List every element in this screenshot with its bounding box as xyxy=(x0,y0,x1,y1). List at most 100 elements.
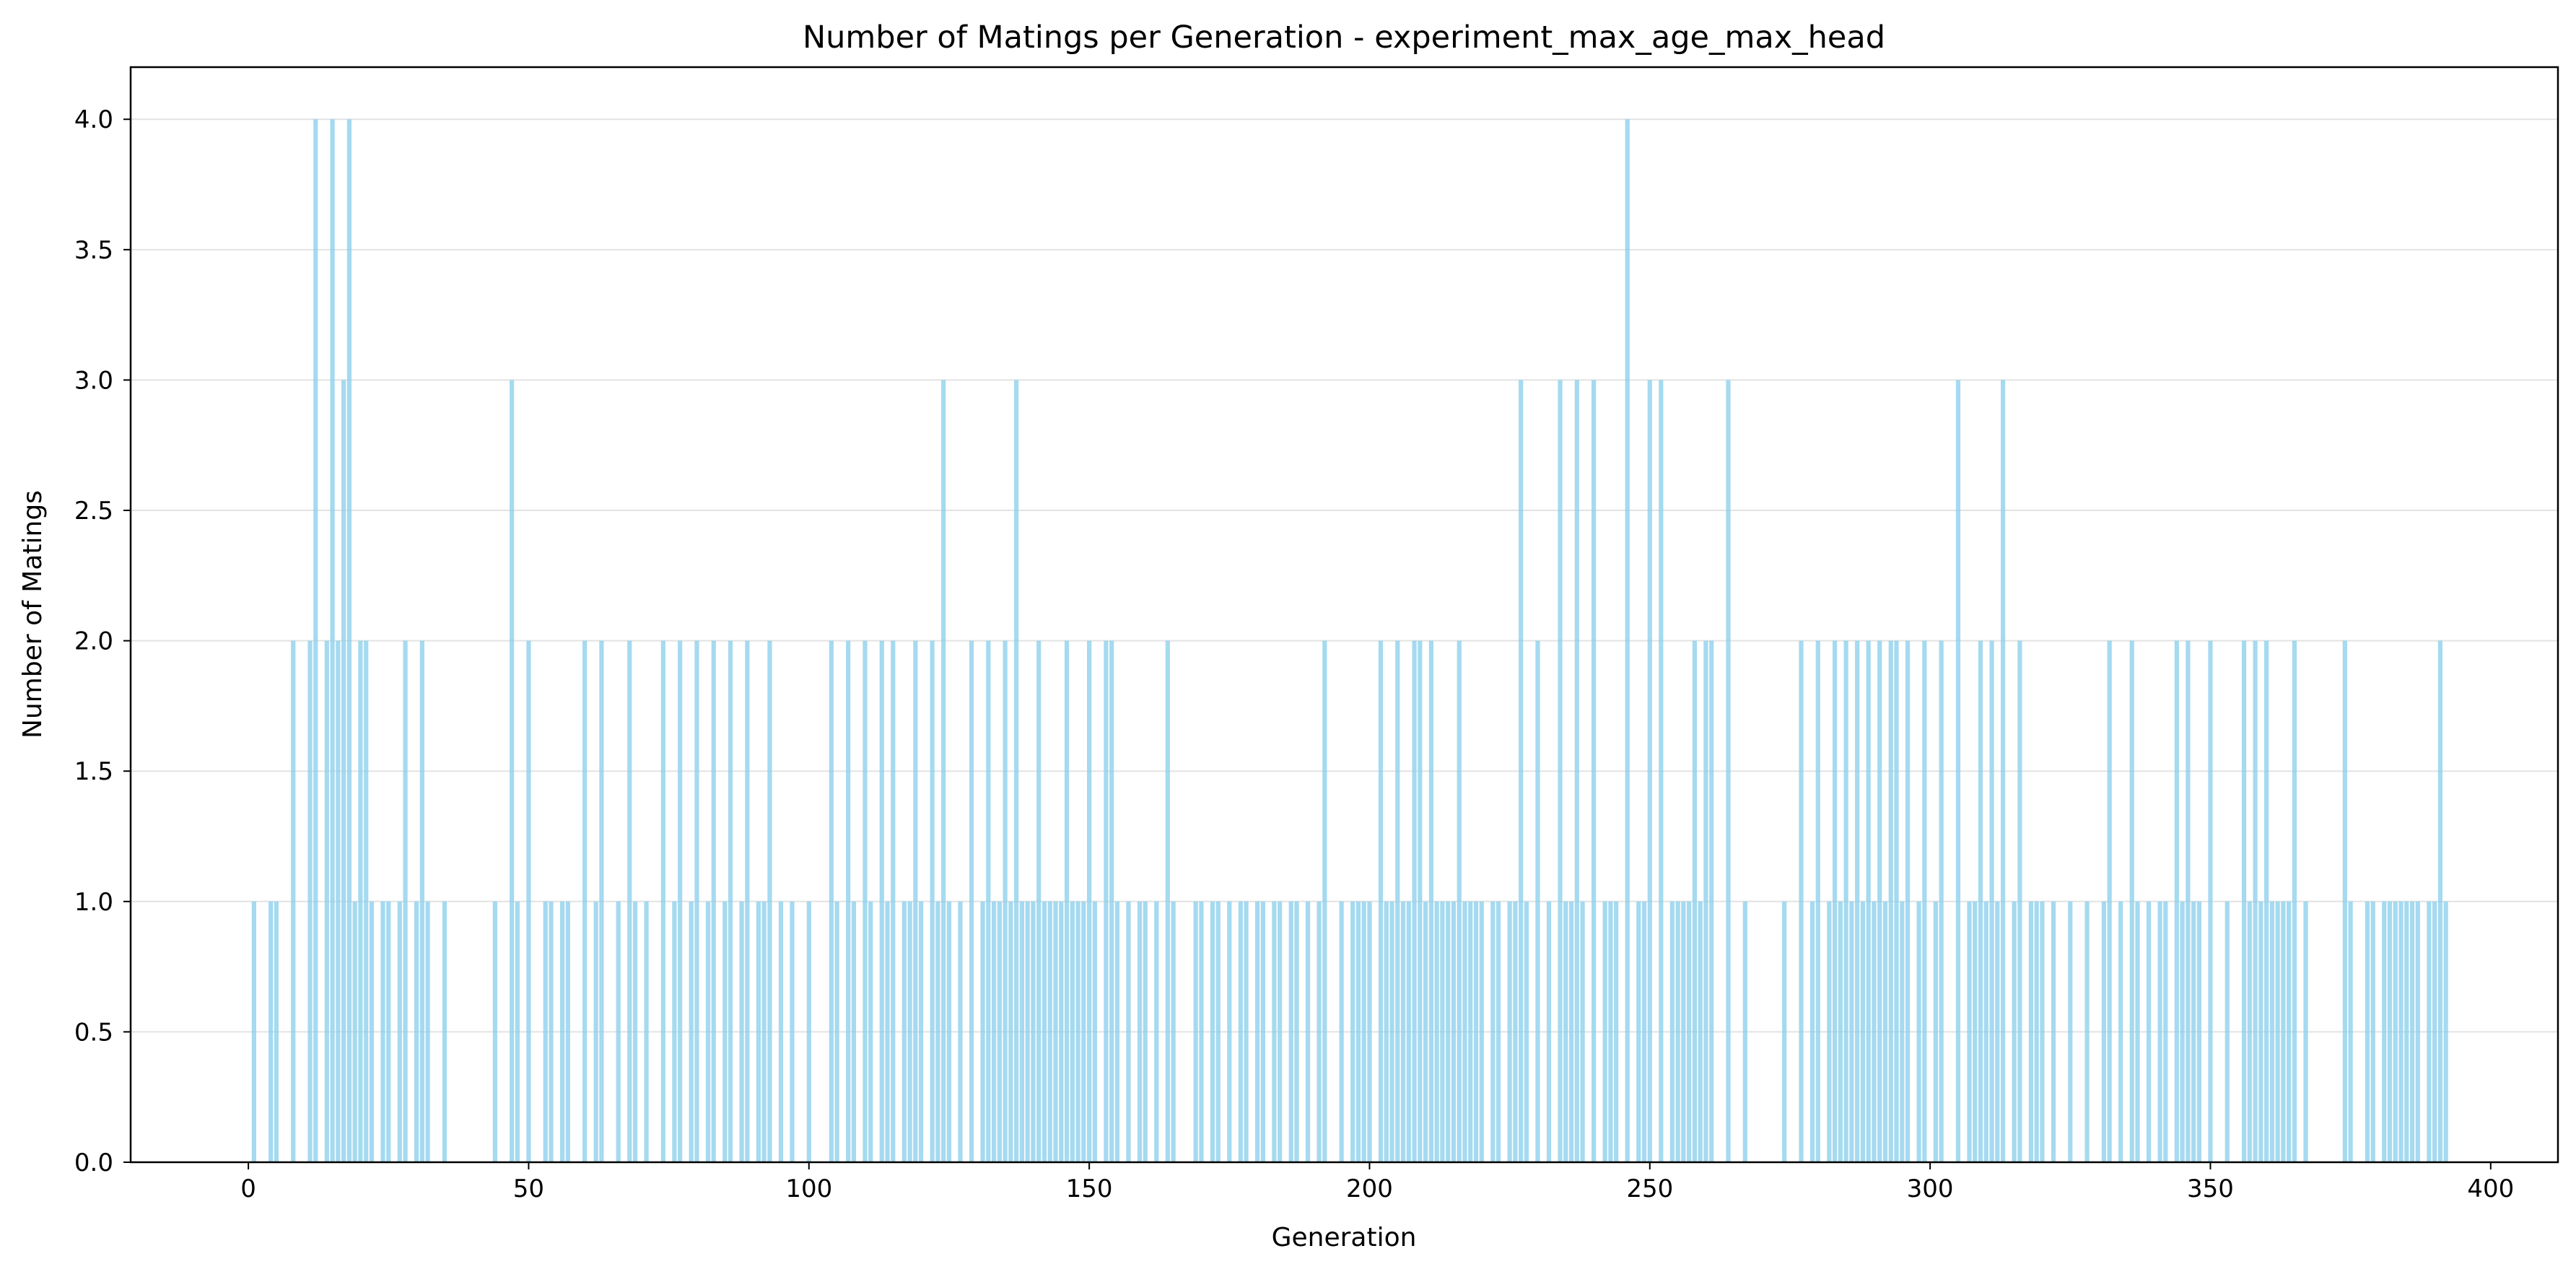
x-tick-label: 300 xyxy=(1907,1174,1954,1203)
bar xyxy=(616,901,621,1162)
bar xyxy=(2224,901,2230,1162)
bar xyxy=(1479,901,1484,1162)
bar xyxy=(341,380,346,1162)
bar xyxy=(1059,901,1064,1162)
bar xyxy=(997,901,1002,1162)
bar xyxy=(1882,901,1888,1162)
bar xyxy=(1395,640,1400,1162)
bar xyxy=(711,640,716,1162)
bar xyxy=(2292,640,2297,1162)
bar xyxy=(1535,640,1540,1162)
bar xyxy=(1165,640,1170,1162)
bar xyxy=(941,380,946,1162)
bar xyxy=(1933,901,1938,1162)
bar xyxy=(907,901,912,1162)
bar xyxy=(1406,901,1411,1162)
bar xyxy=(510,380,515,1162)
bar xyxy=(1210,901,1215,1162)
bar xyxy=(593,901,598,1162)
bar xyxy=(1081,901,1086,1162)
bar xyxy=(2129,640,2134,1162)
bar xyxy=(2163,901,2168,1162)
x-tick-label: 250 xyxy=(1626,1174,1673,1203)
y-axis-label: Number of Matings xyxy=(18,490,48,738)
bar xyxy=(1592,380,1597,1162)
bar xyxy=(885,901,890,1162)
bar xyxy=(1866,640,1871,1162)
y-tick-label: 0.0 xyxy=(74,1149,113,1177)
bar xyxy=(1288,901,1293,1162)
bar xyxy=(930,640,935,1162)
bar xyxy=(2241,640,2247,1162)
bar xyxy=(2028,901,2034,1162)
bar xyxy=(1843,640,1848,1162)
bar xyxy=(2180,901,2185,1162)
bar xyxy=(1602,901,1607,1162)
bar xyxy=(1278,901,1283,1162)
bar xyxy=(1568,901,1574,1162)
bar xyxy=(1995,901,2000,1162)
bar xyxy=(1137,901,1143,1162)
y-tick-label: 0.5 xyxy=(74,1018,113,1047)
bar xyxy=(2348,901,2353,1162)
bar xyxy=(1053,901,1058,1162)
bar xyxy=(2264,640,2269,1162)
bar xyxy=(2365,901,2370,1162)
bar xyxy=(1625,119,1630,1163)
bar xyxy=(1939,640,1944,1162)
bar xyxy=(1384,901,1389,1162)
bar xyxy=(1742,901,1747,1162)
bar xyxy=(1905,640,1911,1162)
bar xyxy=(330,119,335,1163)
y-tick-label: 2.0 xyxy=(74,627,113,656)
bar xyxy=(879,640,884,1162)
bar xyxy=(1272,901,1277,1162)
bar xyxy=(851,901,857,1162)
bar xyxy=(2051,901,2056,1162)
bar xyxy=(1423,901,1428,1162)
bar xyxy=(268,901,274,1162)
bar xyxy=(2174,640,2179,1162)
bar xyxy=(336,640,341,1162)
chart-title: Number of Matings per Generation - exper… xyxy=(803,19,1885,56)
bar xyxy=(745,640,750,1162)
bar xyxy=(2186,640,2191,1162)
bar xyxy=(1513,901,1518,1162)
bar xyxy=(2370,901,2375,1162)
bar xyxy=(790,901,795,1162)
bar xyxy=(2101,901,2107,1162)
bar xyxy=(1215,901,1221,1162)
bar xyxy=(901,901,907,1162)
bar xyxy=(2017,640,2022,1162)
plot-area-frame xyxy=(129,66,2559,1164)
y-tick-label: 3.0 xyxy=(74,366,113,395)
bar xyxy=(1457,640,1462,1162)
bar xyxy=(1462,901,1467,1162)
x-tick-label: 400 xyxy=(2467,1174,2514,1203)
bar xyxy=(2146,901,2152,1162)
bar xyxy=(2415,901,2420,1162)
bar xyxy=(1428,640,1433,1162)
bar xyxy=(1574,380,1579,1162)
bar xyxy=(1496,901,1501,1162)
bar xyxy=(969,640,974,1162)
bar xyxy=(2208,640,2213,1162)
bar xyxy=(1031,901,1036,1162)
bar xyxy=(1524,901,1529,1162)
bar xyxy=(2000,380,2006,1162)
bar xyxy=(1143,901,1148,1162)
bar xyxy=(414,901,419,1162)
bar xyxy=(1451,901,1457,1162)
bar xyxy=(1687,901,1692,1162)
bar xyxy=(1558,380,1563,1162)
bar xyxy=(1294,901,1299,1162)
y-axis-ticks: 0.0 0.5 1.0 1.5 2.0 2.5 3.0 3.5 4.0 xyxy=(74,105,131,1177)
bar xyxy=(1104,640,1109,1162)
y-tick-label: 1.5 xyxy=(74,757,113,786)
bar xyxy=(986,640,991,1162)
bar xyxy=(1317,901,1322,1162)
bar xyxy=(1014,380,1019,1162)
bar xyxy=(1855,640,1860,1162)
bar xyxy=(2404,901,2409,1162)
bar xyxy=(1238,901,1243,1162)
